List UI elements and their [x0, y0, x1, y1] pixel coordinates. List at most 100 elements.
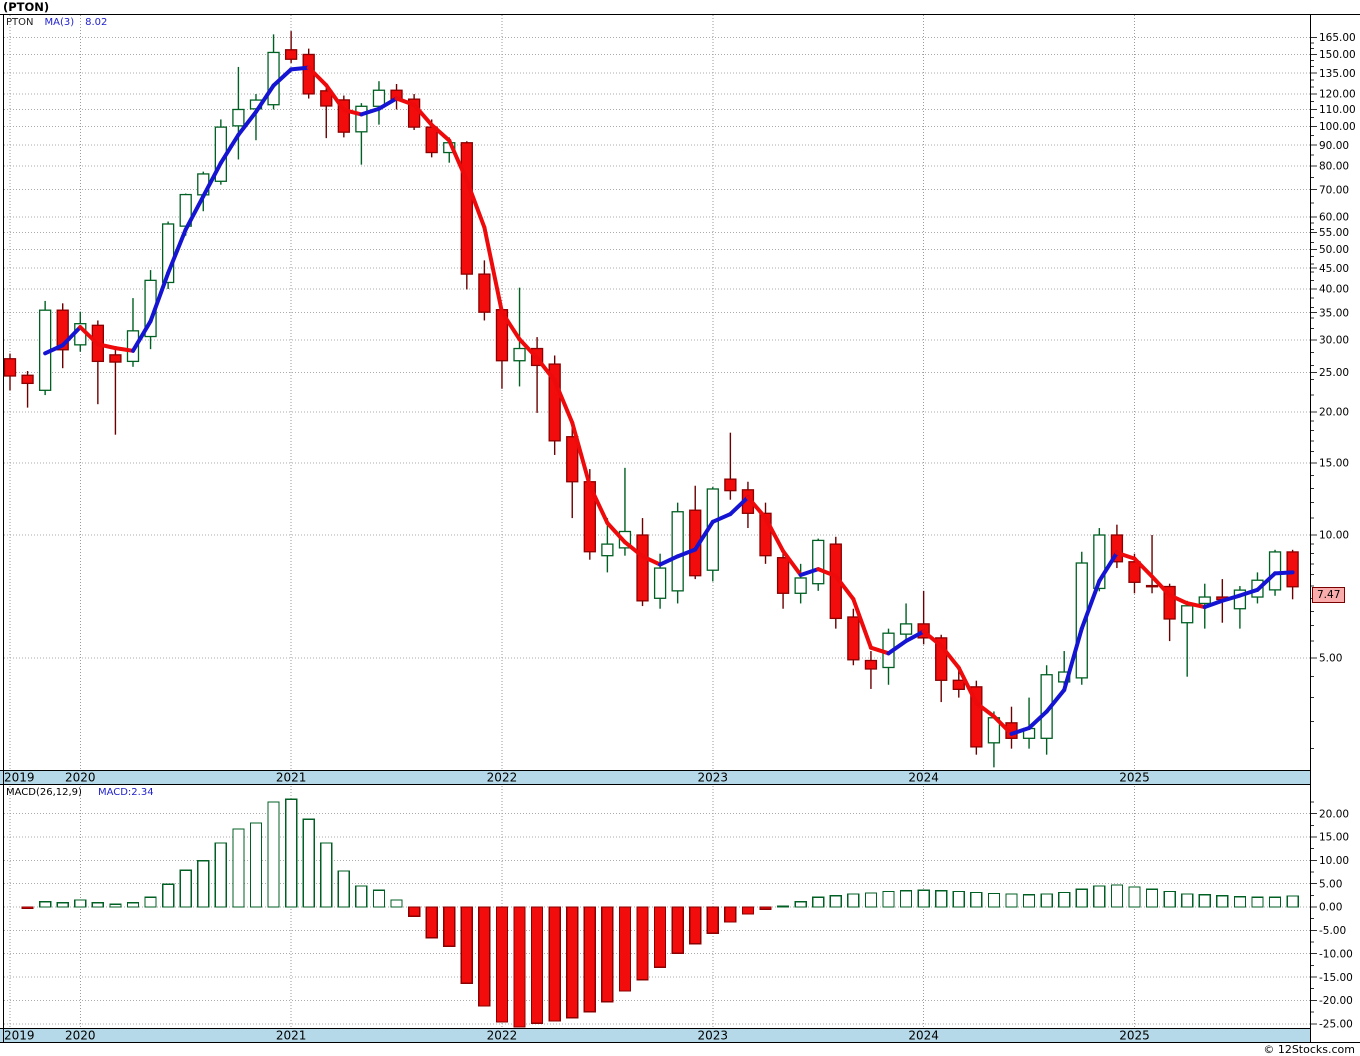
axis-tick-label: -20.00 — [1319, 995, 1353, 1007]
candle-body — [952, 679, 965, 691]
macd-bar — [1093, 885, 1106, 908]
candle-body — [899, 623, 913, 635]
candle-body — [513, 347, 526, 362]
candle-body — [601, 543, 614, 557]
price-axis: 165.00 150.00 135.00 120.00 110.00 100.00 90.0… — [1311, 32, 1356, 750]
macd-bar — [812, 896, 825, 908]
macd-bar — [513, 906, 526, 1028]
macd-bar — [495, 906, 509, 1023]
candle-body — [1163, 585, 1176, 620]
year-label: 2025 — [1119, 1029, 1150, 1043]
axis-tick-label: 30.00 — [1319, 335, 1349, 347]
macd-bar — [302, 818, 315, 908]
macd-bar — [1198, 894, 1211, 908]
axis-tick-label: 5.00 — [1319, 878, 1342, 890]
macd-bar — [864, 892, 878, 908]
year-label: 2022 — [487, 771, 518, 785]
candle-body — [1198, 596, 1211, 605]
candle-body — [1093, 534, 1106, 590]
macd-bar — [197, 860, 210, 908]
candle-body — [812, 539, 825, 585]
macd-bar — [829, 895, 842, 908]
candle-body — [759, 512, 772, 557]
candle-body — [548, 363, 561, 442]
candle-body — [970, 686, 983, 748]
candle-body — [776, 557, 790, 594]
macd-bar — [284, 798, 298, 908]
candle-body — [653, 567, 667, 599]
macd-bar — [320, 842, 333, 908]
macd-bar — [917, 889, 930, 908]
candle-body — [267, 51, 280, 106]
macd-bar — [689, 906, 702, 945]
axis-tick-label: 120.00 — [1319, 89, 1356, 101]
year-label: 2019 — [4, 1029, 35, 1043]
macd-axis: 20.00 15.00 10.00 5.00 0.00 -5.00 -10.00 -15.00… — [1311, 801, 1353, 1030]
axis-tick-label: 15.00 — [1319, 458, 1349, 470]
axis-tick-label: 20.00 — [1319, 407, 1349, 419]
legend-ticker: PTON — [6, 17, 34, 28]
year-label: 2019 — [4, 771, 35, 785]
candle-body — [1181, 605, 1194, 624]
axis-tick-label: 165.00 — [1319, 32, 1356, 44]
macd-bar — [38, 901, 52, 908]
axis-tick-label: 90.00 — [1319, 140, 1349, 152]
year-label: 2022 — [487, 1029, 518, 1043]
macd-bar — [337, 870, 350, 908]
macd-bar — [425, 906, 438, 939]
macd-bar — [530, 906, 544, 1024]
macd-bar — [548, 906, 561, 1022]
macd-bar — [407, 906, 421, 917]
candle-body — [320, 90, 333, 107]
macd-bar — [1075, 888, 1088, 908]
axis-tick-label: 35.00 — [1319, 307, 1349, 319]
macd-bar — [952, 890, 965, 908]
axis-tick-label: 80.00 — [1319, 161, 1349, 173]
macd-bar — [671, 906, 684, 954]
candle-body — [1268, 551, 1282, 591]
candle-body — [355, 105, 368, 133]
candle-body — [1075, 562, 1088, 679]
macd-bar — [1268, 896, 1282, 908]
candle-body — [1233, 589, 1247, 610]
candle-body — [794, 577, 807, 594]
macd-bar — [355, 885, 368, 908]
candle-body — [935, 637, 948, 681]
macd-bar — [724, 906, 737, 923]
macd-params-label: MACD(26,12,9) — [6, 787, 82, 798]
macd-histogram — [21, 798, 1299, 1028]
candle-body — [478, 273, 491, 313]
macd-bar — [899, 890, 913, 908]
macd-bar — [583, 906, 596, 1013]
macd-bar — [214, 842, 227, 908]
axis-tick-label: -10.00 — [1319, 948, 1353, 960]
macd-bar — [636, 906, 649, 981]
macd-bar — [935, 890, 948, 908]
candle-body — [284, 49, 298, 60]
candle-body — [460, 142, 473, 275]
macd-bar — [759, 906, 772, 910]
candle-body — [232, 108, 245, 127]
macd-bar — [1216, 895, 1229, 908]
macd-legend: MACD(26,12,9) MACD:2.34 — [6, 787, 154, 798]
macd-bar — [1040, 893, 1053, 908]
year-bands: 2019 2019 2020 2020 2021 2021 2022 2022 2023 2023… — [0, 770, 1360, 1043]
year-label: 2024 — [908, 1029, 939, 1043]
macd-bar — [1233, 896, 1247, 908]
macd-bar — [1110, 884, 1124, 908]
axis-tick-label: -25.00 — [1319, 1018, 1353, 1030]
macd-bar — [1181, 893, 1194, 908]
axis-tick-label: 20.00 — [1319, 808, 1349, 820]
axis-tick-label: 15.00 — [1319, 832, 1349, 844]
candle-body — [671, 511, 684, 592]
last-price-tag: 7.47 — [1312, 587, 1346, 603]
axis-tick-label: -15.00 — [1319, 972, 1353, 984]
candle-body — [372, 89, 386, 107]
axis-tick-label: 45.00 — [1319, 263, 1349, 275]
macd-bar — [987, 892, 1001, 908]
candle-body — [3, 358, 17, 377]
macd-bar — [1163, 890, 1176, 908]
candle-body — [126, 330, 140, 363]
macd-bar — [1286, 895, 1299, 908]
